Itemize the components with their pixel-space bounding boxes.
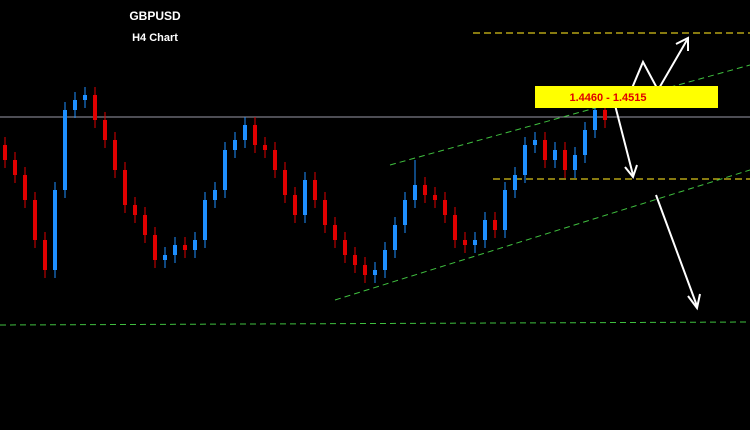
candle-body bbox=[303, 180, 307, 215]
candle-body bbox=[53, 190, 57, 270]
candle-body bbox=[423, 185, 427, 195]
candle-body bbox=[263, 145, 267, 150]
annotation-box bbox=[535, 86, 718, 108]
candle-body bbox=[513, 175, 517, 190]
candle-body bbox=[93, 95, 97, 120]
candle-body bbox=[203, 200, 207, 240]
candle-body bbox=[393, 225, 397, 250]
candle-body bbox=[563, 150, 567, 170]
candle-body bbox=[113, 140, 117, 170]
candle-body bbox=[413, 185, 417, 200]
candle-body bbox=[63, 110, 67, 190]
candle-body bbox=[313, 180, 317, 200]
candle-body bbox=[163, 255, 167, 260]
arrow-down bbox=[614, 104, 638, 180]
candle-body bbox=[433, 195, 437, 200]
candle-body bbox=[43, 240, 47, 270]
base-line bbox=[0, 321, 750, 326]
candle-body bbox=[283, 170, 287, 195]
candle-body bbox=[73, 100, 77, 110]
candle-body bbox=[583, 130, 587, 155]
candle-body bbox=[363, 265, 367, 275]
candle-body bbox=[243, 125, 247, 140]
candle-body bbox=[223, 150, 227, 190]
candles bbox=[3, 87, 607, 283]
candle-body bbox=[183, 245, 187, 250]
candle-body bbox=[273, 150, 277, 170]
candle-body bbox=[603, 110, 607, 120]
candle-body bbox=[3, 145, 7, 160]
candle-body bbox=[503, 190, 507, 230]
candle-body bbox=[473, 240, 477, 245]
candle-body bbox=[373, 270, 377, 275]
candle-body bbox=[213, 190, 217, 200]
channel-upper bbox=[389, 64, 750, 166]
candle-body bbox=[533, 140, 537, 145]
candle-body bbox=[593, 110, 597, 130]
candle-body bbox=[493, 220, 497, 230]
candle-body bbox=[443, 200, 447, 215]
chart-title: GBPUSD bbox=[129, 9, 181, 23]
candle-body bbox=[553, 150, 557, 160]
candle-body bbox=[13, 160, 17, 175]
candle-body bbox=[233, 140, 237, 150]
candle-body bbox=[383, 250, 387, 270]
candle-body bbox=[333, 225, 337, 240]
candle-body bbox=[483, 220, 487, 240]
candle-body bbox=[253, 125, 257, 145]
candle-body bbox=[83, 95, 87, 100]
candle-body bbox=[293, 195, 297, 215]
candle-body bbox=[463, 240, 467, 245]
arrow-down-long bbox=[655, 194, 701, 311]
candle-body bbox=[143, 215, 147, 235]
candle-body bbox=[343, 240, 347, 255]
candle-body bbox=[173, 245, 177, 255]
arrow-up bbox=[626, 36, 689, 101]
candle-body bbox=[23, 175, 27, 200]
candle-body bbox=[123, 170, 127, 205]
candle-body bbox=[103, 120, 107, 140]
candle-body bbox=[193, 240, 197, 250]
candle-body bbox=[353, 255, 357, 265]
annotation-label: 1.4460 - 1.4515 bbox=[569, 92, 646, 104]
candle-body bbox=[133, 205, 137, 215]
chart-subtitle: H4 Chart bbox=[132, 32, 178, 44]
candle-body bbox=[403, 200, 407, 225]
candle-body bbox=[33, 200, 37, 240]
candle-body bbox=[543, 140, 547, 160]
candle-body bbox=[453, 215, 457, 240]
channel-lower bbox=[334, 169, 750, 301]
candle-body bbox=[153, 235, 157, 260]
candle-body bbox=[523, 145, 527, 175]
candle-body bbox=[323, 200, 327, 225]
arrows bbox=[614, 36, 701, 311]
candle-body bbox=[573, 155, 577, 170]
